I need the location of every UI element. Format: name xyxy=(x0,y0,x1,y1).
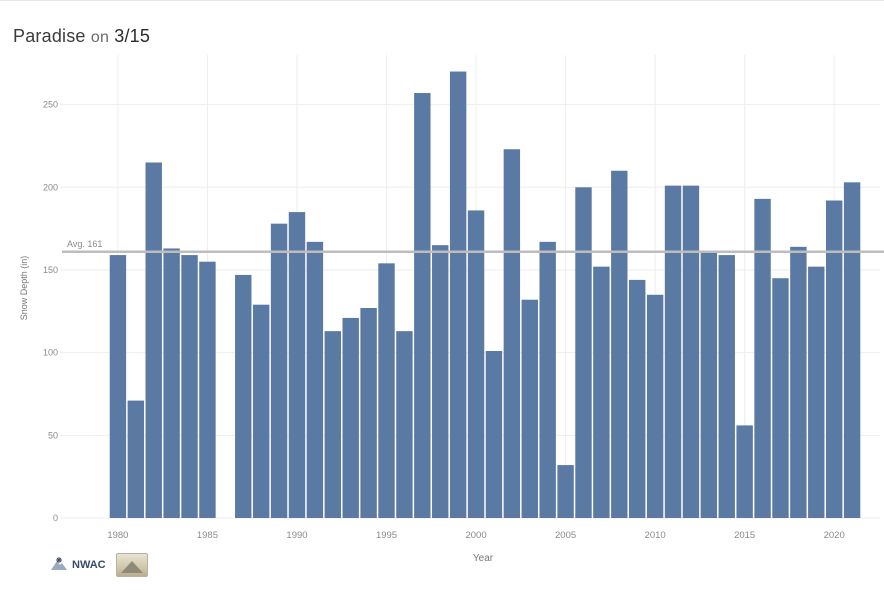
x-tick-2015: 2015 xyxy=(734,530,755,541)
x-tick-2000: 2000 xyxy=(465,530,486,541)
bar-2011 xyxy=(664,185,682,518)
bar-1988 xyxy=(252,304,270,518)
x-tick-2020: 2020 xyxy=(824,530,845,541)
bar-1987 xyxy=(235,274,252,518)
bar-1981 xyxy=(127,400,145,518)
bar-1998 xyxy=(432,245,449,519)
bar-2009 xyxy=(629,279,646,518)
y-axis-label: Snow Depth (in) xyxy=(19,256,29,321)
bar-1983 xyxy=(163,248,180,519)
bar-2006 xyxy=(575,187,592,519)
bar-2017 xyxy=(772,278,789,518)
bar-2007 xyxy=(593,266,610,518)
x-tick-1985: 1985 xyxy=(197,530,218,541)
x-axis-label: Year xyxy=(473,553,494,564)
average-line-group: Avg. 161 xyxy=(62,239,884,254)
y-tick-labels: 0 50 100 150 200 250 xyxy=(43,100,58,523)
bar-2021 xyxy=(843,182,861,518)
bar-1994 xyxy=(360,307,377,518)
bar-1999 xyxy=(449,71,467,519)
bar-2000 xyxy=(467,210,485,518)
bar-1982 xyxy=(145,162,162,518)
y-tick-150: 150 xyxy=(43,265,58,275)
x-tick-labels: 1980 1985 1990 1995 2000 2005 2010 2015 2020 xyxy=(107,530,844,541)
bar-2001 xyxy=(485,350,503,518)
y-tick-0: 0 xyxy=(53,513,58,523)
bar-1989 xyxy=(270,223,288,518)
bar-1984 xyxy=(181,255,198,518)
bar-2012 xyxy=(682,185,700,518)
x-tick-1990: 1990 xyxy=(286,530,307,541)
mountain-landscape-icon xyxy=(115,553,148,577)
snowflake-mountain-icon xyxy=(50,556,68,575)
logo-area: NWAC xyxy=(50,552,148,578)
bar-2016 xyxy=(754,198,771,518)
bar-1992 xyxy=(324,331,341,518)
bar-1990 xyxy=(288,212,306,518)
top-divider xyxy=(0,0,884,1)
average-label: Avg. 161 xyxy=(67,239,102,249)
bars xyxy=(109,71,861,519)
bar-2008 xyxy=(611,170,628,518)
bar-2003 xyxy=(521,299,538,518)
bar-2014 xyxy=(718,255,735,518)
y-tick-50: 50 xyxy=(48,430,58,440)
bar-2004 xyxy=(539,241,556,518)
bar-1980 xyxy=(109,255,127,518)
bar-2010 xyxy=(646,294,664,518)
y-tick-100: 100 xyxy=(43,348,58,358)
x-tick-2005: 2005 xyxy=(555,530,576,541)
x-tick-2010: 2010 xyxy=(645,530,666,541)
x-tick-1995: 1995 xyxy=(376,530,397,541)
title-date: 3/15 xyxy=(114,26,151,46)
bar-2019 xyxy=(808,266,825,518)
title-place: Paradise xyxy=(13,26,86,46)
y-tick-250: 250 xyxy=(43,100,58,110)
bar-2002 xyxy=(503,149,521,518)
chart-title: Paradise on 3/15 xyxy=(13,26,150,47)
x-tick-1980: 1980 xyxy=(107,530,128,541)
bar-2015 xyxy=(736,425,753,518)
bar-1996 xyxy=(396,331,413,518)
bar-1985 xyxy=(199,261,216,518)
nwac-logo: NWAC xyxy=(50,556,106,575)
bar-2018 xyxy=(790,246,807,519)
bar-1991 xyxy=(306,241,324,518)
nwac-text: NWAC xyxy=(72,559,106,571)
bar-2020 xyxy=(825,200,843,518)
title-connector: on xyxy=(90,29,110,46)
bar-2013 xyxy=(700,251,718,518)
y-tick-200: 200 xyxy=(43,182,58,192)
bar-1995 xyxy=(378,263,395,518)
bar-1993 xyxy=(342,317,359,518)
bar-2005 xyxy=(557,465,574,518)
bar-1997 xyxy=(414,93,431,519)
